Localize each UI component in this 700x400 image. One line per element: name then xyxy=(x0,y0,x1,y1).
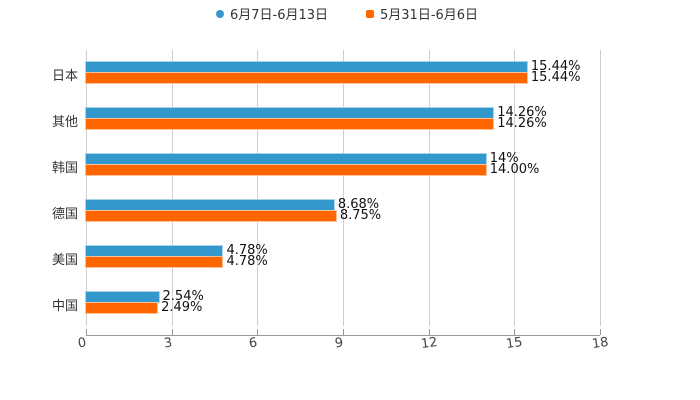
category-label: 日本 xyxy=(51,69,78,84)
x-axis-line xyxy=(86,335,600,336)
data-label: 2.54% xyxy=(162,289,204,304)
circle-marker-icon xyxy=(216,9,224,18)
axis-tick xyxy=(429,329,430,335)
bar-series-2[interactable] xyxy=(86,165,486,175)
x-tick-label: 18 xyxy=(591,334,610,353)
gridline xyxy=(514,50,515,326)
data-label: 14.00% xyxy=(489,162,540,177)
gridline xyxy=(343,50,344,326)
bar-series-1[interactable] xyxy=(86,200,334,210)
category-label: 美国 xyxy=(51,253,78,268)
legend-label: 5月31日-6月6日 xyxy=(380,8,479,23)
bar-series-1[interactable] xyxy=(86,292,159,302)
x-tick-label: 15 xyxy=(505,334,524,353)
chart-legend: 6月7日-6月13日 5月31日-6月6日 xyxy=(0,4,700,24)
bar-series-2[interactable] xyxy=(86,73,527,83)
axis-tick xyxy=(343,329,344,335)
category-label: 德国 xyxy=(51,207,78,222)
x-tick-label: 12 xyxy=(420,334,439,353)
bar-series-2[interactable] xyxy=(86,119,494,129)
bar-series-1[interactable] xyxy=(86,108,494,118)
axis-tick xyxy=(257,329,258,335)
axis-tick xyxy=(86,329,87,335)
data-label: 15.44% xyxy=(530,70,581,85)
category-label: 韩国 xyxy=(51,161,78,176)
category-label: 中国 xyxy=(51,299,78,314)
square-marker-icon xyxy=(366,9,374,18)
data-label: 8.75% xyxy=(339,208,382,223)
gridline xyxy=(429,50,430,326)
bar-series-2[interactable] xyxy=(86,257,223,267)
data-label: 2.49% xyxy=(161,300,203,315)
data-label: 8.68% xyxy=(337,197,380,212)
data-label: 15.44% xyxy=(530,59,581,74)
data-label: 14% xyxy=(489,151,519,166)
data-label: 4.78% xyxy=(226,243,268,258)
legend-item-series-1[interactable]: 6月7日-6月13日 xyxy=(216,4,328,23)
gridline xyxy=(257,50,258,326)
data-label: 14.26% xyxy=(497,116,547,131)
gridline xyxy=(86,50,87,326)
x-tick-label: 0 xyxy=(76,335,88,352)
axis-tick xyxy=(514,329,515,335)
x-tick-label: 6 xyxy=(247,335,259,352)
axis-tick xyxy=(172,329,173,335)
bar-series-2[interactable] xyxy=(86,211,336,221)
bar-series-2[interactable] xyxy=(86,303,158,313)
category-label: 其他 xyxy=(51,115,78,130)
data-label: 14.26% xyxy=(497,105,547,120)
legend-label: 6月7日-6月13日 xyxy=(230,8,329,23)
gridline xyxy=(172,50,173,326)
axis-tick xyxy=(600,329,601,335)
bar-series-1[interactable] xyxy=(86,62,527,72)
x-tick-label: 9 xyxy=(333,335,345,352)
x-tick-label: 3 xyxy=(162,335,174,352)
gridline xyxy=(600,50,601,326)
bar-series-1[interactable] xyxy=(86,246,223,256)
bar-series-1[interactable] xyxy=(86,154,486,164)
legend-item-series-2[interactable]: 5月31日-6月6日 xyxy=(366,4,478,23)
data-label: 4.78% xyxy=(226,254,268,269)
